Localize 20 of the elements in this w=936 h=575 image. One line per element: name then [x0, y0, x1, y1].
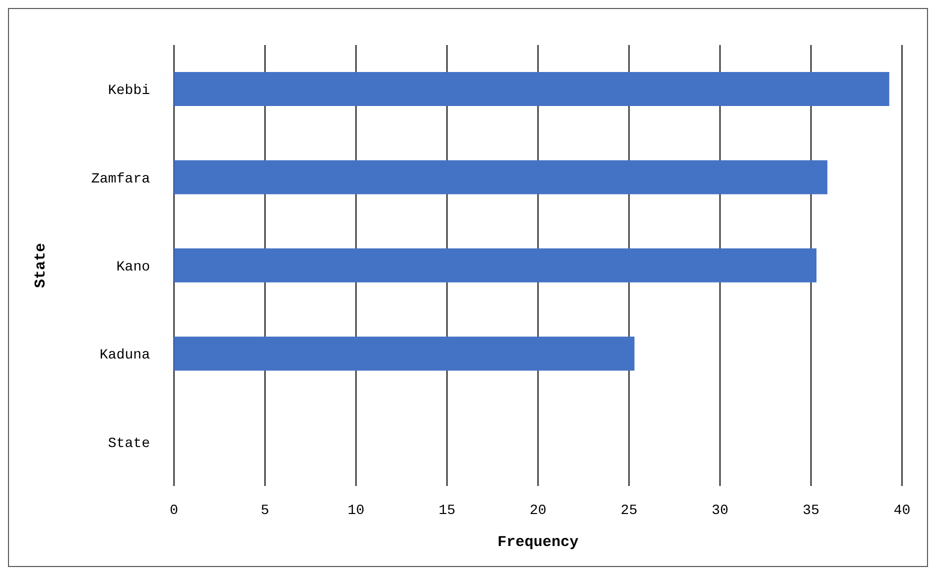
- bar: [174, 72, 890, 106]
- bar: [174, 248, 816, 282]
- x-tick-label: 10: [348, 502, 364, 519]
- x-tick-label: 35: [802, 502, 820, 519]
- y-tick-label: Kebbi: [108, 83, 150, 100]
- bar: [174, 160, 828, 194]
- x-tick-label: 25: [620, 502, 638, 519]
- y-tick-label: Kaduna: [100, 348, 150, 364]
- bar: [174, 336, 634, 371]
- x-tick-label: 15: [438, 502, 456, 519]
- x-axis-title: Frequency: [497, 534, 579, 551]
- x-tick-label: 20: [530, 502, 546, 519]
- x-tick-label: 0: [170, 502, 178, 519]
- y-axis-title: State: [32, 242, 50, 288]
- y-tick-label: State: [108, 436, 150, 452]
- y-tick-label: Zamfara: [91, 171, 150, 188]
- y-tick-label: Kano: [116, 259, 150, 276]
- x-tick-label: 30: [712, 502, 728, 519]
- x-tick-label: 5: [260, 502, 270, 519]
- x-tick-label: 40: [894, 502, 910, 519]
